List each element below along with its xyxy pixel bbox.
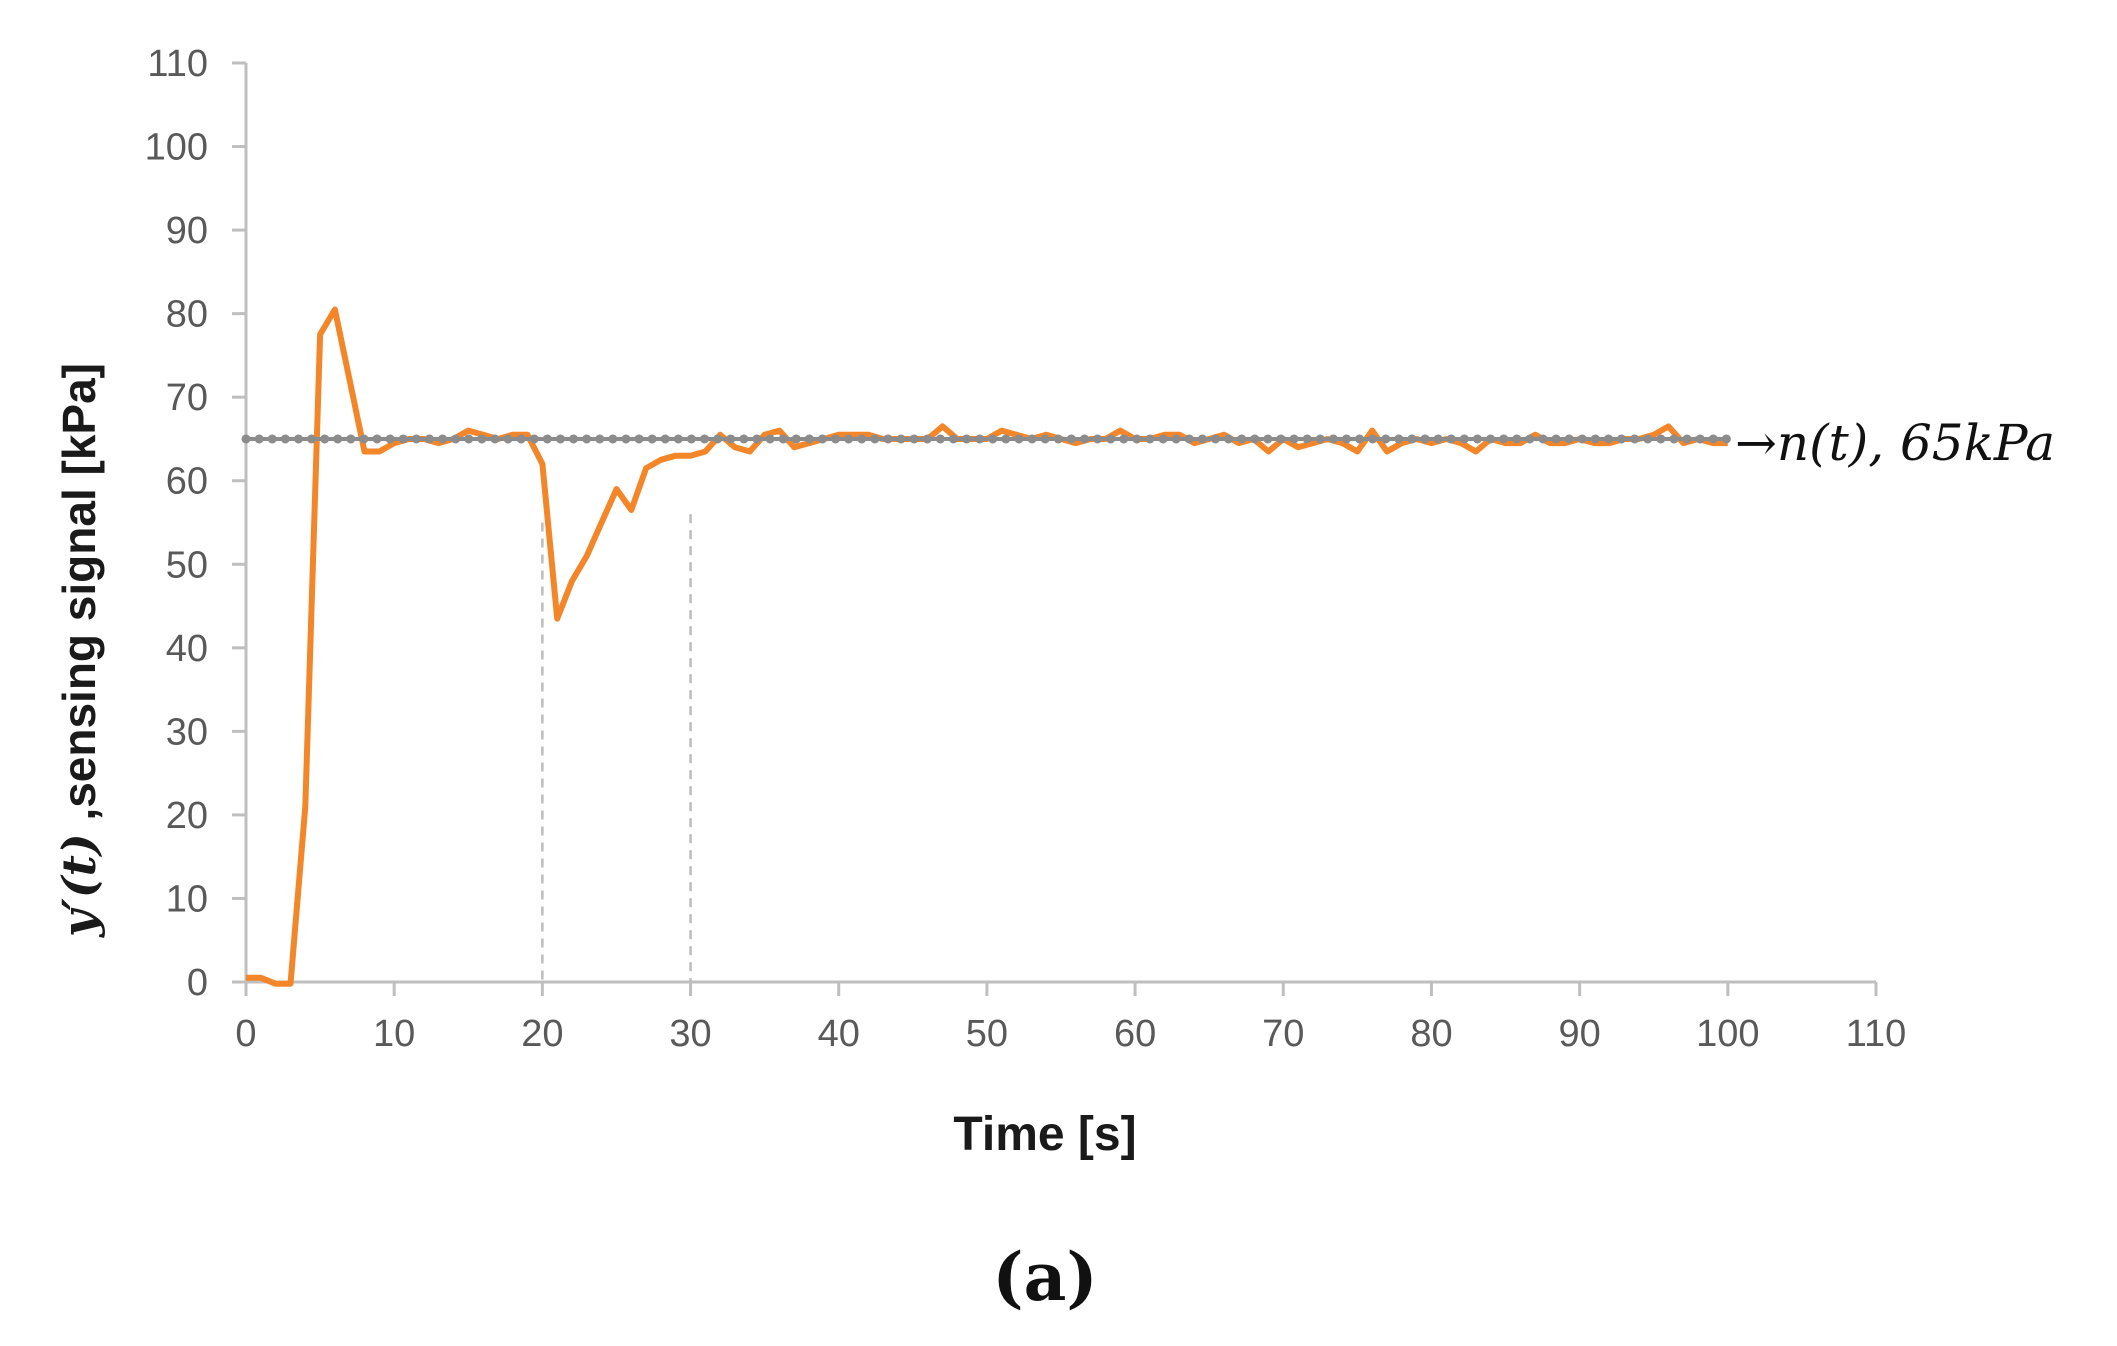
x-tick-label: 50 [966,1013,1008,1055]
figure-caption: (a) [992,1238,1097,1316]
y-tick-label: 60 [166,461,208,503]
y-tick-label: 10 [166,878,208,920]
y-tick-label: 40 [166,628,208,670]
x-tick-label: 100 [1696,1013,1759,1055]
x-axis-title: Time [s] [953,1108,1136,1161]
y-tick-label: 100 [145,127,208,169]
y-axis-title-text: ,sensing signal [kPa] [53,363,105,833]
y-tick-label: 0 [187,962,208,1004]
y-tick-label: 30 [166,711,208,753]
y-tick-label: 20 [166,795,208,837]
baseline-annotation: →n(t), 65kPa [1735,414,2055,472]
y-axis-title-math: y′(t) [52,833,106,938]
y-tick-label: 70 [166,377,208,419]
x-tick-label: 30 [669,1013,711,1055]
x-tick-label: 90 [1558,1013,1600,1055]
x-axis-tick-labels: 0 10 20 30 40 50 60 70 80 90 100 110 [235,1013,1906,1055]
x-tick-label: 60 [1114,1013,1156,1055]
x-tick-label: 20 [521,1013,563,1055]
x-tick-label: 70 [1262,1013,1304,1055]
y-tick-label: 80 [166,294,208,336]
x-tick-label: 10 [373,1013,415,1055]
y-tick-label: 90 [166,210,208,252]
series-layer [241,306,1733,987]
series-line-y′(t) [246,306,1728,987]
x-tick-label: 0 [235,1013,256,1055]
y-axis-tick-labels: 0 10 20 30 40 50 60 70 80 90 100 110 [145,43,208,1004]
axes [232,61,1878,996]
x-tick-label: 80 [1410,1013,1452,1055]
x-tick-label: 40 [818,1013,860,1055]
x-tick-label: 110 [1846,1013,1907,1055]
y-tick-label: 50 [166,544,208,586]
vertical-markers [541,514,692,982]
y-axis-title: y′(t) ,sensing signal [kPa] [52,363,106,938]
y-tick-label: 110 [147,43,208,85]
